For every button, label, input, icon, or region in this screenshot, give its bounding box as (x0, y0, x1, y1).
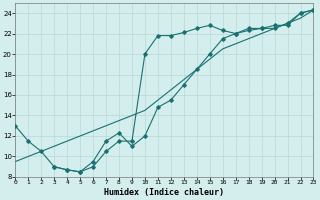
X-axis label: Humidex (Indice chaleur): Humidex (Indice chaleur) (104, 188, 224, 197)
